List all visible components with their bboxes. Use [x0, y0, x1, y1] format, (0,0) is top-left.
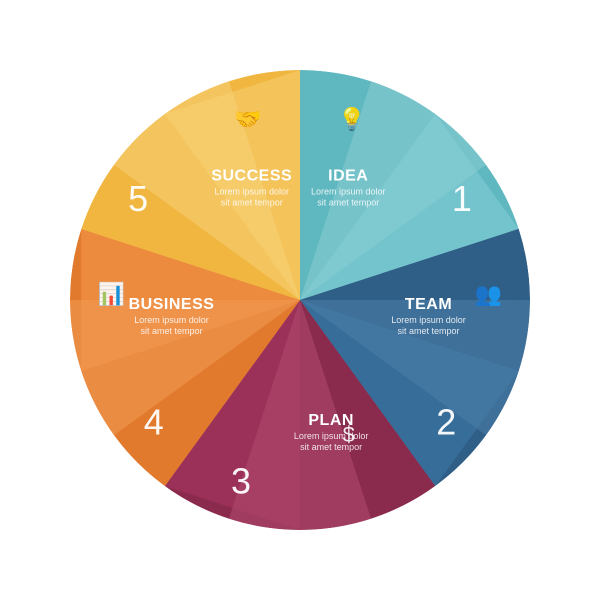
segment-sub1-team: Lorem ipsum dolor	[391, 315, 466, 325]
dollar-icon: $	[343, 422, 355, 447]
segment-title-business: BUSINESS	[129, 296, 215, 313]
pie-infographic: 1IDEALorem ipsum dolorsit amet tempor💡2T…	[0, 0, 600, 600]
barchart-icon: 📊	[98, 281, 125, 306]
segment-sub1-success: Lorem ipsum dolor	[214, 187, 289, 197]
segment-sub2-business: sit amet tempor	[140, 326, 202, 336]
segment-sub1-plan: Lorem ipsum dolor	[294, 431, 369, 441]
segment-sub1-idea: Lorem ipsum dolor	[311, 187, 386, 197]
segment-number-business: 4	[144, 402, 164, 443]
segment-number-plan: 3	[231, 461, 251, 502]
segment-title-idea: IDEA	[328, 168, 368, 185]
segment-sub2-idea: sit amet tempor	[317, 198, 379, 208]
handshake-icon: 🤝	[234, 107, 261, 132]
segment-sub2-success: sit amet tempor	[221, 198, 283, 208]
segment-title-team: TEAM	[405, 296, 452, 313]
segment-sub1-business: Lorem ipsum dolor	[134, 315, 209, 325]
people-icon: 👥	[475, 281, 502, 306]
segment-title-success: SUCCESS	[211, 168, 292, 185]
lightbulb-icon: 💡	[338, 107, 365, 132]
infographic-stage: 1IDEALorem ipsum dolorsit amet tempor💡2T…	[0, 0, 600, 600]
segment-number-team: 2	[436, 402, 456, 443]
segment-sub2-team: sit amet tempor	[397, 326, 459, 336]
segment-number-success: 5	[128, 178, 148, 219]
segment-number-idea: 1	[452, 178, 472, 219]
